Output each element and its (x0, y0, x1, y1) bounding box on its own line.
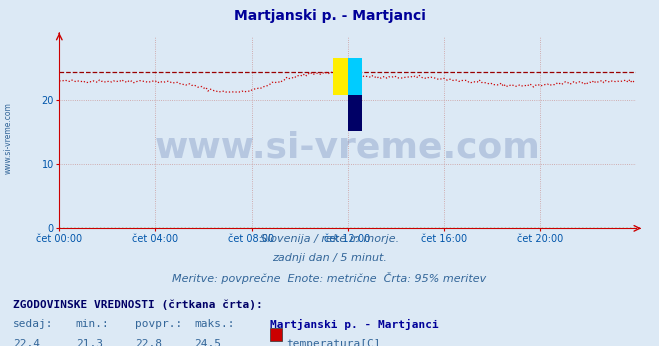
Text: www.si-vreme.com: www.si-vreme.com (3, 102, 13, 174)
Bar (333, 58, 348, 94)
Text: Martjanski p. - Martjanci: Martjanski p. - Martjanci (233, 9, 426, 22)
Text: povpr.:: povpr.: (135, 319, 183, 329)
Text: Martjanski p. - Martjanci: Martjanski p. - Martjanci (270, 319, 439, 330)
Text: maks.:: maks.: (194, 319, 235, 329)
Text: min.:: min.: (76, 319, 109, 329)
Text: 24,5: 24,5 (194, 339, 221, 346)
Text: 22,4: 22,4 (13, 339, 40, 346)
Text: 21,3: 21,3 (76, 339, 103, 346)
Text: temperatura[C]: temperatura[C] (287, 339, 381, 346)
Bar (348, 58, 362, 94)
Text: zadnji dan / 5 minut.: zadnji dan / 5 minut. (272, 253, 387, 263)
Text: Meritve: povprečne  Enote: metrične  Črta: 95% meritev: Meritve: povprečne Enote: metrične Črta:… (173, 272, 486, 284)
Text: ZGODOVINSKE VREDNOSTI (črtkana črta):: ZGODOVINSKE VREDNOSTI (črtkana črta): (13, 299, 263, 310)
Text: www.si-vreme.com: www.si-vreme.com (155, 131, 540, 165)
Text: sedaj:: sedaj: (13, 319, 53, 329)
Text: Slovenija / reke in morje.: Slovenija / reke in morje. (260, 234, 399, 244)
Bar (348, 94, 362, 131)
Text: 22,8: 22,8 (135, 339, 162, 346)
